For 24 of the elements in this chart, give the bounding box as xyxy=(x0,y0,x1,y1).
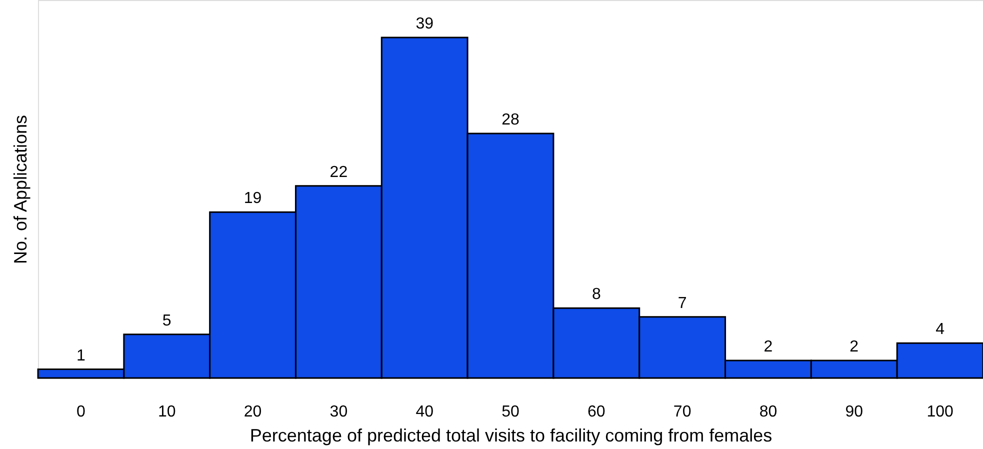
data-label: 8 xyxy=(592,286,601,304)
x-tick-label: 30 xyxy=(330,404,348,420)
x-tick-label: 0 xyxy=(76,404,86,420)
data-label: 2 xyxy=(764,338,773,356)
data-label: 4 xyxy=(936,321,945,338)
data-label: 19 xyxy=(244,190,262,208)
x-tick-label: 40 xyxy=(416,404,434,420)
x-tick-label: 100 xyxy=(926,404,954,420)
x-axis-title: Percentage of predicted total visits to facility coming from females xyxy=(250,426,772,446)
x-tick-label: 80 xyxy=(759,404,778,420)
x-tick-label: 10 xyxy=(158,404,176,420)
data-label: 22 xyxy=(330,164,348,181)
x-tick-label: 70 xyxy=(673,404,692,420)
data-label: 7 xyxy=(678,294,687,312)
data-label: 2 xyxy=(850,338,859,356)
x-tick-label: 90 xyxy=(845,404,864,420)
data-label: 39 xyxy=(416,15,434,32)
data-label: 28 xyxy=(502,112,520,129)
x-tick-label: 50 xyxy=(502,404,520,420)
x-tick-label: 20 xyxy=(244,404,262,420)
y-axis-title: No. of Applications xyxy=(10,114,30,264)
data-label: 1 xyxy=(76,347,86,364)
x-tick-label: 60 xyxy=(588,404,606,420)
data-label: 5 xyxy=(162,312,172,330)
